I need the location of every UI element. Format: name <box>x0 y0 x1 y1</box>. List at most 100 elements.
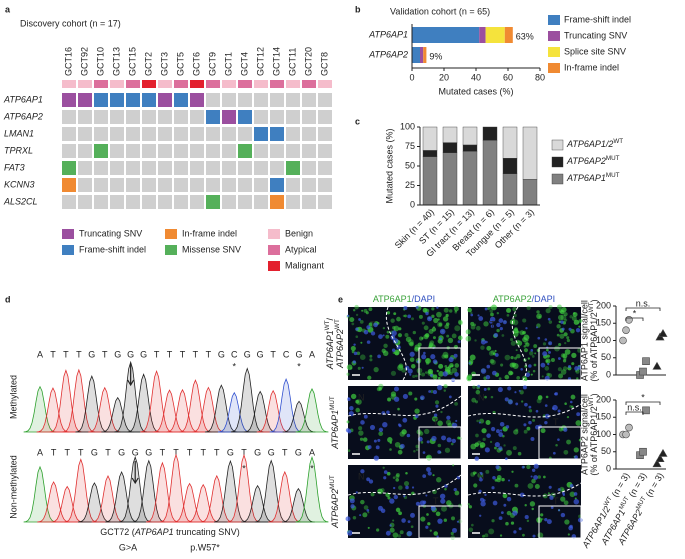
micrograph-signal <box>470 311 473 315</box>
micrograph-signal <box>566 415 570 419</box>
micrograph-nucleus <box>492 500 498 506</box>
micrograph-signal <box>537 395 543 400</box>
micrograph-nucleus <box>366 508 370 512</box>
mutation-cell <box>238 178 252 192</box>
micrograph-signal <box>510 355 514 360</box>
mutation-cell <box>206 195 220 209</box>
micrograph-signal <box>573 319 580 325</box>
micrograph-signal <box>491 304 497 311</box>
total-label: 9% <box>429 51 442 61</box>
micrograph-signal <box>563 500 569 506</box>
micrograph-nucleus <box>480 501 486 507</box>
micrograph-signal <box>479 444 484 449</box>
micrograph-signal <box>490 395 494 399</box>
micrograph-nucleus <box>373 322 378 328</box>
mutation-cell <box>254 93 268 107</box>
row-label-part: MUT <box>329 396 336 410</box>
micrograph-signal <box>418 314 423 319</box>
micrograph-signal <box>567 533 570 536</box>
micrograph-signal <box>488 350 495 356</box>
mutation-cell <box>302 195 316 209</box>
legend-label-part: ATP6AP1/2 <box>566 139 613 149</box>
micrograph-nucleus <box>478 421 481 424</box>
micrograph-signal <box>498 377 502 381</box>
data-point <box>639 367 647 376</box>
micrograph-signal <box>358 426 363 431</box>
caption-part: ATP6AP1 <box>134 527 174 537</box>
base-letter: T <box>193 349 199 359</box>
region-label: T <box>553 496 559 506</box>
micrograph-nucleus <box>567 377 572 381</box>
significance-label: n.s. <box>627 402 642 412</box>
chromatogram-peak <box>295 388 329 433</box>
micrograph-signal <box>363 308 368 313</box>
micrograph-nucleus <box>569 400 573 404</box>
micrograph-nucleus <box>544 338 548 341</box>
gene-label: KCNN3 <box>4 179 35 189</box>
row-label-part: WT <box>334 319 341 329</box>
base-letter: T <box>214 447 220 457</box>
micrograph-signal <box>532 418 536 422</box>
mutation-cell <box>190 144 204 158</box>
legend-swatch <box>268 261 280 271</box>
micrograph-nucleus <box>358 318 361 321</box>
micrograph-nucleus <box>573 492 578 496</box>
base-letter: T <box>187 447 193 457</box>
micrograph-nucleus <box>530 349 534 352</box>
micrograph-signal <box>412 374 416 379</box>
micrograph-signal <box>430 389 434 394</box>
histology-cell <box>222 80 236 88</box>
micrograph-signal <box>506 449 512 456</box>
micrograph-signal <box>491 519 495 523</box>
histology-cell <box>174 80 188 88</box>
micrograph-signal <box>475 325 481 331</box>
micrograph-signal <box>543 475 546 479</box>
micrograph-signal <box>412 330 416 335</box>
micrograph-nucleus <box>428 390 431 393</box>
mutation-cell <box>94 161 108 175</box>
micrograph-nucleus <box>552 451 556 455</box>
micrograph-signal <box>496 328 500 333</box>
micrograph-nucleus <box>393 486 396 490</box>
region-label: N <box>478 471 485 481</box>
mutation-cell <box>62 195 76 209</box>
micrograph-signal <box>562 353 568 359</box>
micrograph-signal <box>473 483 478 488</box>
micrograph-nucleus <box>426 440 430 444</box>
micrograph-nucleus <box>430 373 433 377</box>
region-label: T <box>553 417 559 427</box>
micrograph-signal <box>469 354 476 361</box>
mutation-cell <box>142 110 156 124</box>
legend-label: ATP6AP1/2WT <box>566 138 623 149</box>
histology-cell <box>110 80 124 88</box>
mutation-cell <box>238 144 252 158</box>
inset <box>418 505 462 539</box>
micrograph-signal <box>450 531 454 536</box>
micrograph-signal <box>496 477 501 483</box>
micrograph-signal <box>473 473 476 476</box>
micrograph-nucleus <box>492 476 496 480</box>
micrograph-signal <box>441 354 446 359</box>
micrograph-signal <box>578 319 583 323</box>
micrograph-signal <box>465 335 472 342</box>
y-tick-label: ATP6AP2 <box>368 49 408 59</box>
micrograph-signal <box>355 407 361 413</box>
bar-segment <box>504 27 513 43</box>
micrograph-nucleus <box>554 392 559 396</box>
micrograph-nucleus <box>479 514 482 517</box>
mutation-cell <box>286 161 300 175</box>
micrograph-nucleus <box>378 427 384 432</box>
micrograph-nucleus <box>346 314 350 318</box>
micrograph-nucleus <box>363 329 369 335</box>
panel-label: b <box>355 4 361 14</box>
y-axis-label: (% of ATP6AP1/2WT) <box>588 393 599 475</box>
micrograph-signal <box>470 443 477 450</box>
mutation-cell <box>222 93 236 107</box>
chromatogram-peak <box>114 360 148 433</box>
y-tick-label: ATP6AP1 <box>368 29 408 39</box>
sample-label: GCT13 <box>111 47 121 76</box>
significance-bracket <box>625 401 661 405</box>
chromatogram-peak <box>243 390 277 433</box>
micrograph-nucleus <box>391 348 396 352</box>
micrograph-nucleus <box>569 484 574 488</box>
